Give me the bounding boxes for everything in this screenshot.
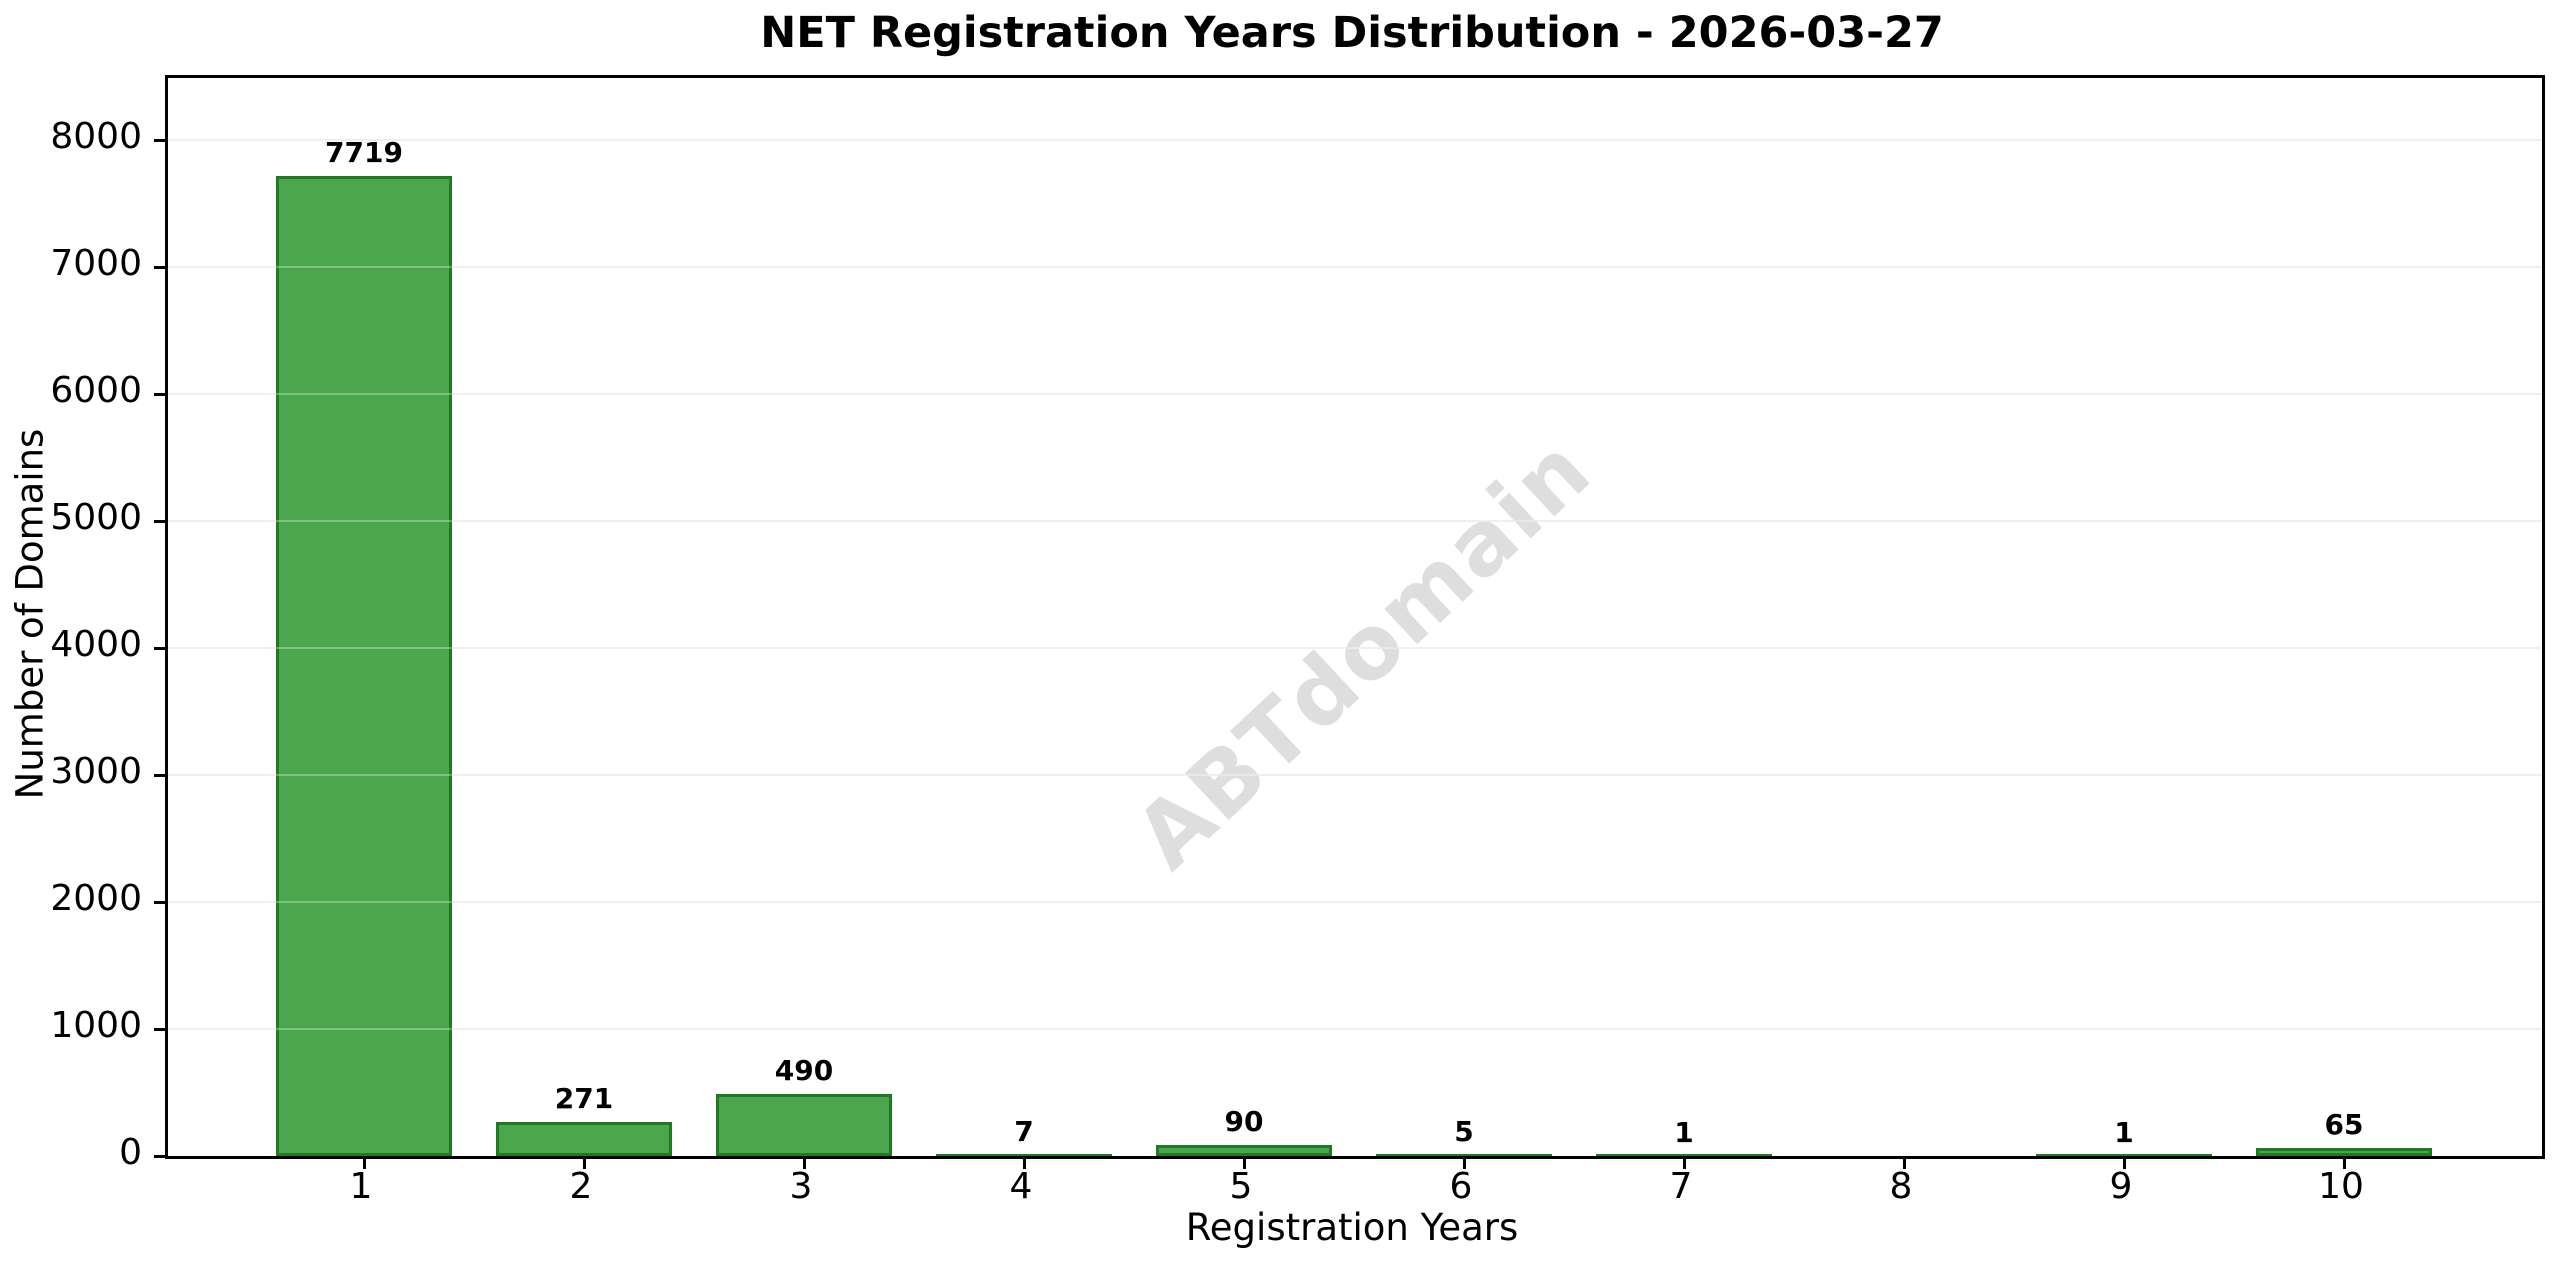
x-tick-label: 2 (569, 1166, 593, 1207)
x-tick-mark (2342, 1156, 2346, 1169)
bar-value-label: 7 (1014, 1115, 1034, 1149)
y-tick-label: 1000 (50, 1005, 142, 1047)
bar-value-label: 7719 (325, 135, 403, 169)
bar (1156, 1144, 1332, 1156)
gridline (168, 139, 2542, 142)
y-tick-label: 4000 (50, 624, 142, 666)
y-tick-label: 6000 (50, 370, 142, 412)
bar (1376, 1153, 1552, 1156)
gridline (168, 774, 2542, 777)
x-tick-label: 4 (1009, 1166, 1033, 1207)
x-tick-mark (1902, 1156, 1906, 1169)
y-tick-label: 2000 (50, 878, 142, 920)
y-tick-mark (154, 1154, 165, 1158)
gridline-overlay (168, 901, 2542, 904)
y-tick-mark (154, 1027, 165, 1031)
x-tick-mark (1462, 1156, 1466, 1169)
watermark: ABTdomain (1115, 417, 1611, 889)
chart-title: NET Registration Years Distribution - 20… (760, 8, 1944, 58)
y-tick-mark (154, 646, 165, 650)
bar-value-label: 490 (774, 1053, 834, 1087)
x-tick-label: 3 (789, 1166, 813, 1207)
bar-value-label: 5 (1454, 1115, 1474, 1149)
bar-value-label: 1 (1674, 1115, 1694, 1149)
y-tick-label: 0 (119, 1132, 142, 1173)
y-tick-label: 7000 (50, 243, 142, 285)
y-tick-mark (154, 519, 165, 523)
bar-value-label: 65 (2324, 1107, 2364, 1141)
gridline-overlay (168, 266, 2542, 269)
x-tick-mark (1022, 1156, 1026, 1169)
x-tick-label: 9 (2109, 1166, 2133, 1207)
y-tick-label: 5000 (50, 497, 142, 539)
y-tick-mark (154, 773, 165, 777)
bar (2036, 1153, 2212, 1156)
gridline (168, 266, 2542, 269)
y-tick-mark (154, 900, 165, 904)
bar-value-label: 90 (1224, 1104, 1264, 1138)
bar (2256, 1147, 2432, 1156)
x-axis-label: Registration Years (1185, 1206, 1519, 1249)
x-tick-label: 6 (1449, 1166, 1473, 1207)
gridline-overlay (168, 774, 2542, 777)
gridline (168, 393, 2542, 396)
bar (716, 1093, 892, 1156)
gridline (168, 1028, 2542, 1031)
bar (276, 175, 452, 1156)
x-tick-mark (1682, 1156, 1686, 1169)
bar (496, 1121, 672, 1156)
y-tick-label: 3000 (50, 751, 142, 793)
x-tick-label: 1 (349, 1166, 373, 1207)
gridline-overlay (168, 647, 2542, 650)
x-tick-mark (1242, 1156, 1246, 1169)
gridline (168, 520, 2542, 523)
gridline-overlay (168, 393, 2542, 396)
x-tick-label: 5 (1229, 1166, 1253, 1207)
y-axis-label: Number of Domains (8, 428, 52, 800)
y-tick-mark (154, 265, 165, 269)
x-tick-label: 8 (1889, 1166, 1913, 1207)
x-tick-mark (802, 1156, 806, 1169)
x-tick-mark (582, 1156, 586, 1169)
y-tick-label: 8000 (50, 116, 142, 158)
plot-area: ABTdomain 7719 271 490 7 90 5 1 1 65 (154, 75, 2545, 1169)
gridline (168, 647, 2542, 650)
y-tick-mark (154, 392, 165, 396)
bar-value-label: 1 (2114, 1115, 2134, 1149)
gridline-overlay (168, 139, 2542, 142)
x-tick-label: 7 (1669, 1166, 1693, 1207)
x-tick-mark (362, 1156, 366, 1169)
gridline-overlay (168, 520, 2542, 523)
bar (1596, 1153, 1772, 1156)
x-tick-mark (2122, 1156, 2126, 1169)
gridline (168, 901, 2542, 904)
y-tick-mark (154, 138, 165, 142)
bar (936, 1153, 1112, 1156)
gridline-overlay (168, 1028, 2542, 1031)
bar-value-label: 271 (554, 1081, 614, 1115)
x-tick-label: 10 (2318, 1166, 2364, 1207)
